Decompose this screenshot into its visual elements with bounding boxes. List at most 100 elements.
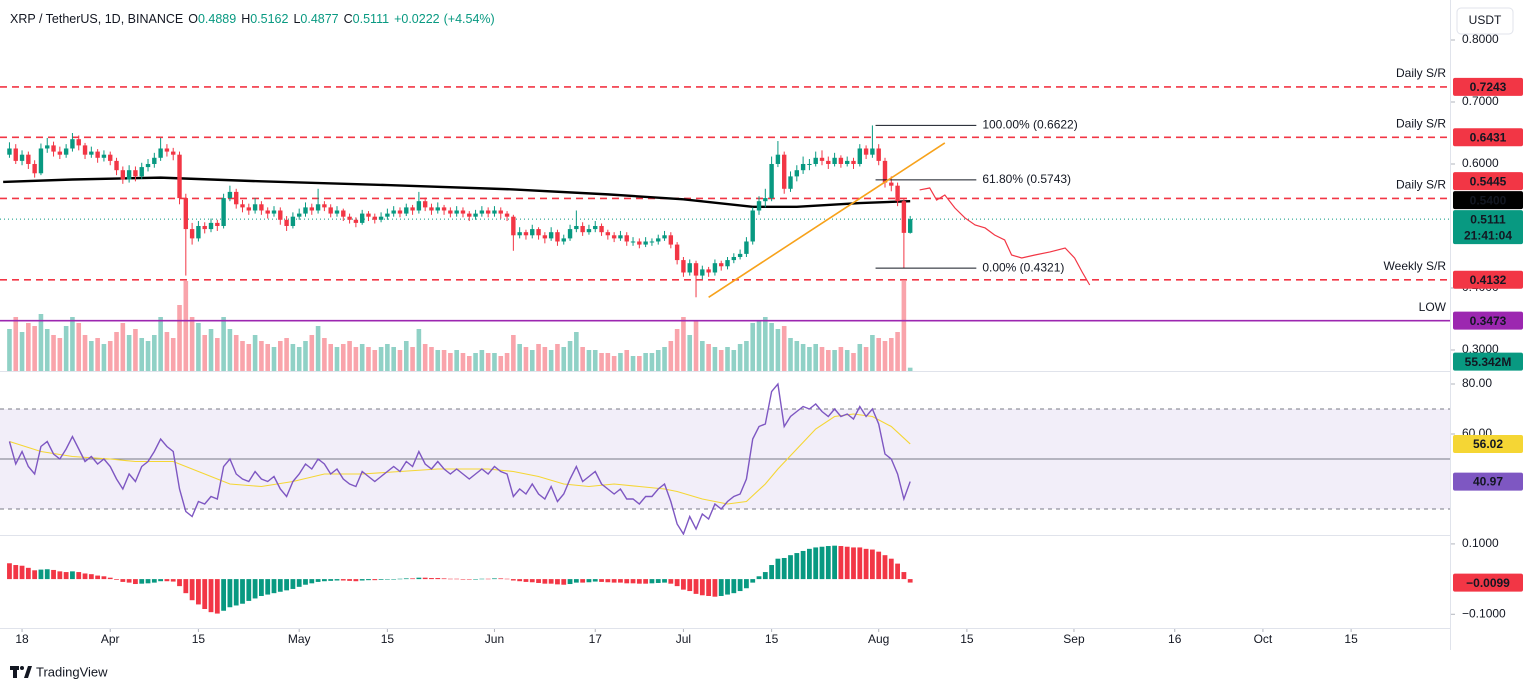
volume-bar xyxy=(599,353,604,371)
volume-bar xyxy=(750,323,756,371)
macd-bar xyxy=(712,579,718,597)
candle-body xyxy=(895,185,900,202)
candle-body xyxy=(70,139,75,149)
volume-bar xyxy=(737,344,743,371)
macd-bar xyxy=(410,578,415,580)
candle-body xyxy=(504,213,510,217)
volume-bar xyxy=(668,341,674,371)
volume-bar xyxy=(416,329,422,371)
ohlc-low: 0.4877 xyxy=(300,12,338,26)
candle-body xyxy=(63,148,69,155)
volume-bar xyxy=(479,350,485,371)
macd-bar xyxy=(542,579,548,584)
candle-body xyxy=(133,170,138,177)
volume-bar xyxy=(807,347,812,371)
volume-bar xyxy=(498,356,504,371)
macd-bar xyxy=(725,579,730,595)
ema-tag-box xyxy=(1453,191,1523,210)
macd-bar xyxy=(536,579,541,583)
volume-bar xyxy=(511,335,516,371)
change: +0.0222 xyxy=(394,12,440,26)
macd-bar xyxy=(259,579,264,596)
candle-body xyxy=(744,241,749,254)
volume-bar xyxy=(813,344,819,371)
macd-bar xyxy=(844,546,850,580)
candle-body xyxy=(511,216,516,236)
volume-bar xyxy=(152,335,157,371)
currency-button[interactable] xyxy=(1456,7,1514,35)
macd-bar xyxy=(340,579,346,581)
volume-bar xyxy=(700,341,705,371)
level-tag: 0.3473 xyxy=(1470,314,1507,328)
candle-body xyxy=(290,216,296,226)
macd-bar xyxy=(334,579,340,581)
volume-bar xyxy=(712,347,718,371)
volume-bar xyxy=(473,353,478,371)
macd-bar xyxy=(592,579,598,582)
candle-body xyxy=(548,232,554,239)
volume-bar xyxy=(586,350,592,371)
candle-body xyxy=(467,213,472,217)
logo-part xyxy=(13,666,17,678)
volume-bar xyxy=(681,317,686,371)
volume-bar xyxy=(504,353,510,371)
candle-body xyxy=(145,163,151,168)
candle-body xyxy=(397,210,403,214)
macd-bar xyxy=(435,578,441,580)
candle-body xyxy=(284,219,289,226)
volume-bar xyxy=(38,314,44,371)
macd-bar xyxy=(372,579,378,581)
volume-bar xyxy=(662,347,667,371)
candle-body xyxy=(435,207,440,211)
volume-bar xyxy=(693,320,699,371)
volume-bar xyxy=(126,335,132,371)
candle-body xyxy=(183,198,189,230)
macd-bar xyxy=(737,579,743,592)
currency-label[interactable]: USDT xyxy=(1469,13,1502,27)
volume-bar xyxy=(63,326,69,371)
macd-bar xyxy=(649,579,655,584)
candle-body xyxy=(719,263,724,267)
macd-bar xyxy=(794,553,800,580)
candle-body xyxy=(649,241,655,243)
macd-bar xyxy=(643,579,649,584)
candle-body xyxy=(57,151,63,155)
volume-bar xyxy=(353,347,359,371)
macd-bar xyxy=(133,579,138,585)
candle-body xyxy=(45,145,50,149)
volume-bar xyxy=(101,344,107,371)
x-tick-label: Jul xyxy=(676,632,691,646)
volume-bar xyxy=(309,335,315,371)
candle-body xyxy=(221,198,226,226)
candle-body xyxy=(844,160,850,164)
macd-bar xyxy=(548,579,554,584)
macd-bar xyxy=(756,576,762,580)
macd-bar xyxy=(70,571,75,580)
volume-bar xyxy=(485,353,491,371)
candle-body xyxy=(737,253,743,257)
macd-bar xyxy=(907,579,913,583)
level-label: Daily S/R xyxy=(1396,116,1446,130)
header-legend: XRP / TetherUS, 1D, BINANCE O0.4889 H0.516… xyxy=(10,12,495,26)
volume-bar xyxy=(303,341,308,371)
macd-bar xyxy=(699,579,705,596)
volume-bar xyxy=(460,353,466,371)
x-tick-label: 15 xyxy=(1344,632,1358,646)
macd-bar xyxy=(76,572,82,580)
candle-body xyxy=(303,207,308,214)
candle-body xyxy=(278,210,283,220)
macd-bar xyxy=(82,573,88,580)
candle-body xyxy=(693,263,699,276)
volume-bar xyxy=(265,344,271,371)
candle-body xyxy=(492,210,497,214)
macd-bar xyxy=(271,579,277,594)
macd-bar xyxy=(851,547,856,580)
volume-bar xyxy=(876,338,881,371)
x-tick-label: Aug xyxy=(868,632,889,646)
macd-bar xyxy=(315,579,321,582)
macd-bar xyxy=(139,579,145,584)
volume-bar xyxy=(246,344,252,371)
volume-bar xyxy=(744,341,749,371)
volume-bar xyxy=(643,353,648,371)
